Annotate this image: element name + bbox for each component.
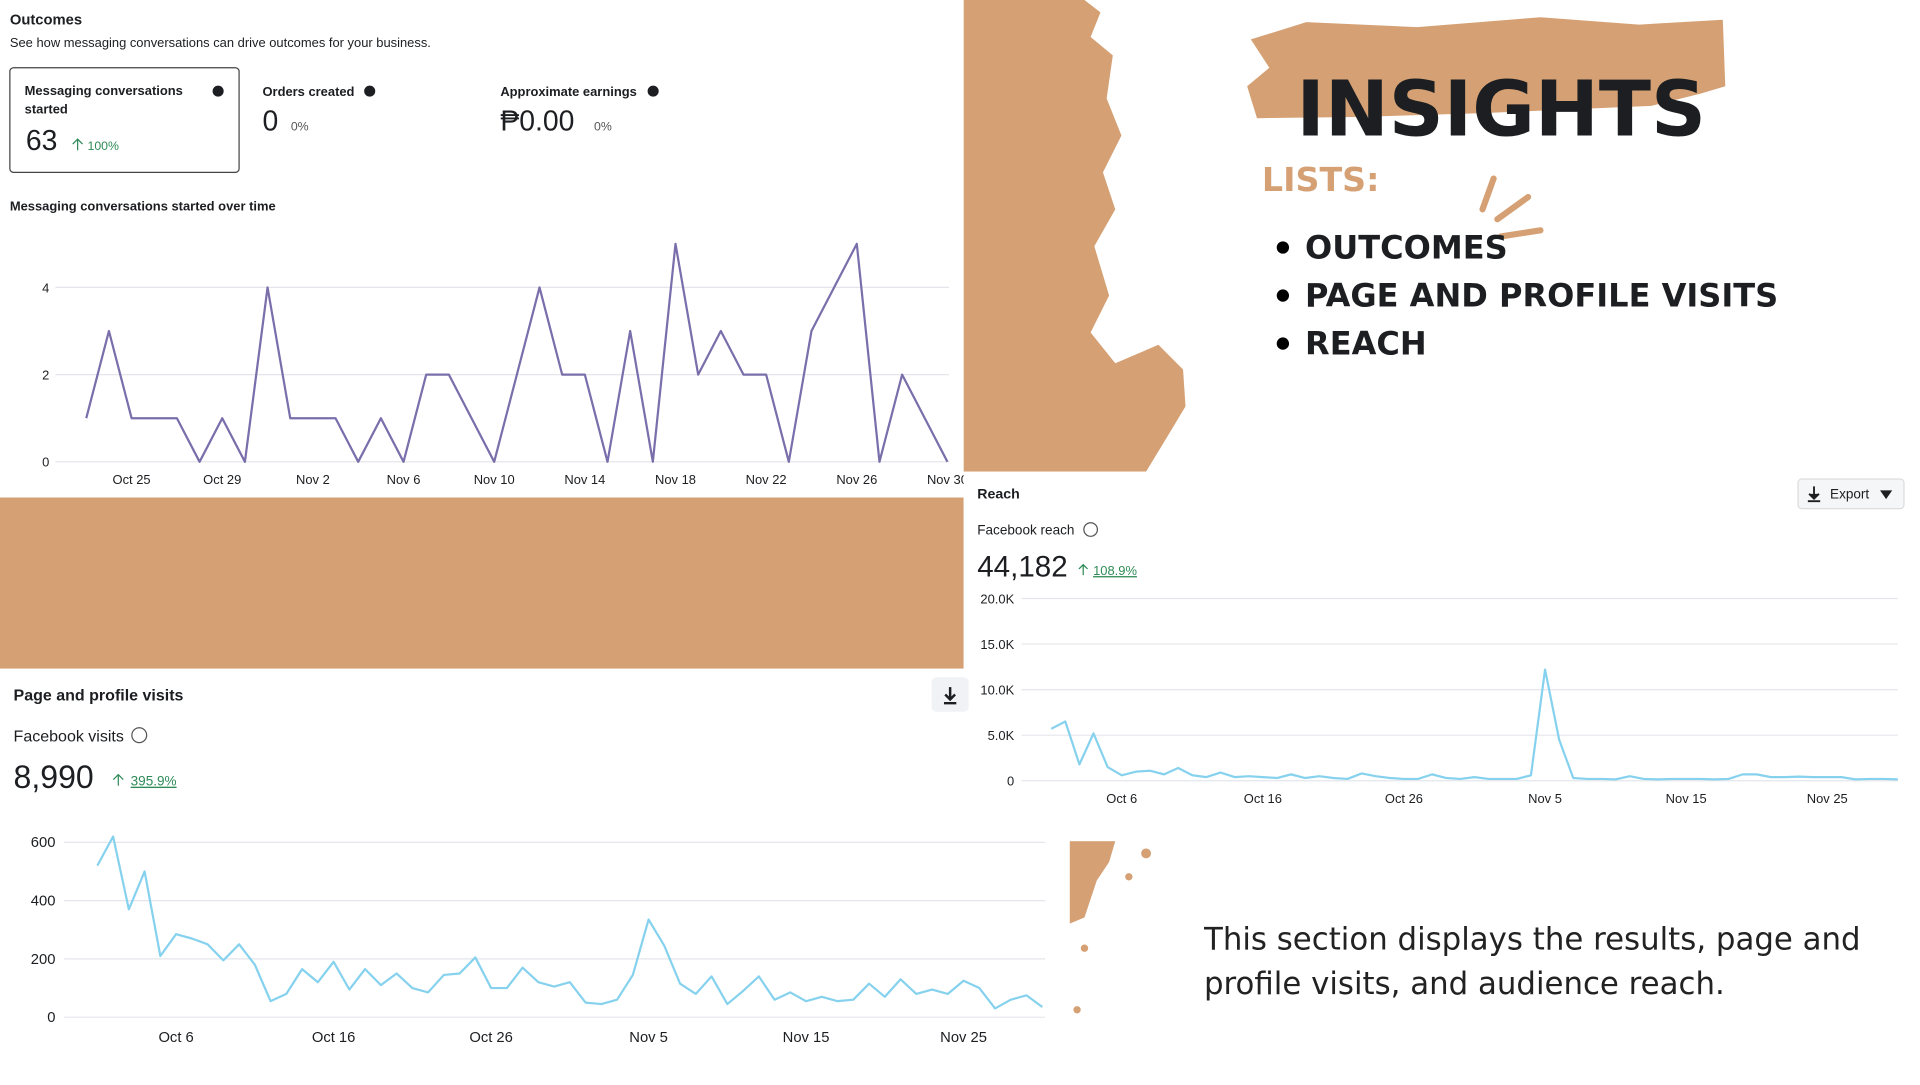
bullet [1276,289,1290,302]
x-tick-label: Nov 5 [1528,791,1562,806]
tan-splatter [1069,841,1116,924]
chart-title: Messaging conversations started over tim… [10,199,276,214]
x-tick-label: Oct 16 [312,1030,356,1046]
metric-change: 0% [594,120,612,134]
metric-label: Orders created [262,84,354,99]
x-tick-label: Nov 15 [783,1030,830,1046]
metric-label: Facebook reach [977,522,1074,537]
metric-change: 100% [87,139,119,153]
x-tick-label: Nov 10 [474,472,515,487]
x-tick-label: Oct 25 [113,472,151,487]
splatter-dot [1073,1006,1081,1014]
line [1050,668,1898,781]
metric-label: Approximate earnings [500,84,636,99]
list-item: REACH [1305,325,1427,363]
export-icons [1807,486,1893,503]
metric-card[interactable] [9,67,240,174]
x-tick-label: Nov 25 [1807,791,1848,806]
y-tick-label: 200 [31,952,56,968]
x-tick-label: Nov 25 [940,1030,987,1046]
y-tick-label: 20.0K [980,591,1014,606]
y-tick-label: 400 [31,894,56,910]
info-icon[interactable] [212,85,224,97]
list-item: PAGE AND PROFILE VISITS [1305,277,1778,315]
list-heading: LISTS: [1262,160,1379,199]
x-tick-label: Oct 16 [1244,791,1282,806]
up-arrow [112,773,124,786]
export-button[interactable] [1797,478,1905,510]
chart-area: 0 2 4 Oct 25 Oct 29 Nov 2 Nov 6 Nov 10 Nov 14 Nov… [42,242,968,487]
chart-title: Reach [977,487,1020,503]
line [96,835,1043,1010]
info-icon[interactable] [1083,522,1099,537]
export-label: Export [1830,487,1869,502]
x-tick-label: Oct 29 [203,472,241,487]
bullet [1276,337,1290,350]
metric-value: 8,990 [14,759,94,795]
y-tick-label: 15.0K [980,637,1014,652]
up-arrow [72,138,84,151]
chart-area: 0 200 400 600 Oct 6 Oct 16 Oct 26 Nov 5 Nov 15 No… [31,835,1046,1046]
outcomes-subtitle: See how messaging conversations can driv… [10,35,431,50]
x-tick-label: Nov 22 [746,472,787,487]
metric-value: 0 [262,106,278,138]
x-tick-label: Nov 5 [629,1030,668,1046]
visits-panel [0,668,1070,1080]
metric-change: 0% [291,120,309,134]
list-item: OUTCOMES [1305,229,1508,267]
x-tick-label: Nov 2 [296,472,330,487]
x-tick-label: Nov 18 [655,472,696,487]
description: This section displays the results, page … [1204,921,1861,1002]
y-tick-label: 0 [47,1010,55,1026]
metric-label: Messaging conversations started [24,83,183,117]
splatter-dot [1125,873,1133,881]
description-box: This section displays the results, page … [1204,921,1861,1002]
line [85,242,949,463]
info-icon[interactable] [131,727,148,744]
y-tick-label: 600 [31,835,56,851]
splatter-dot [1080,944,1089,952]
tan-band [0,497,964,669]
x-tick-label: Nov 14 [564,472,605,487]
y-tick-label: 0 [1007,774,1014,789]
metric-value: 44,182 [977,550,1067,583]
metric-change: 395.9% [131,774,177,789]
tan-blob [963,0,1186,472]
metric-label: Facebook visits [14,728,124,745]
x-tick-label: Nov 6 [387,472,421,487]
metric-value: ₱0.00 [500,106,574,138]
brush-stroke [1247,17,1726,119]
chart-title: Page and profile visits [14,688,184,705]
x-tick-label: Oct 26 [1385,791,1423,806]
download-icon [943,687,957,705]
x-tick-label: Nov 30 [927,472,968,487]
x-tick-label: Oct 6 [158,1030,193,1046]
splatter-dot [1141,848,1152,859]
decor-strokes [1479,175,1544,240]
metric-value: 63 [26,125,58,157]
metric-change: 108.9% [1093,563,1137,578]
reach-panel [963,471,1920,842]
y-tick-label: 5.0K [988,728,1015,743]
x-tick-label: Nov 26 [836,472,877,487]
chart-area: 0 5.0K 10.0K 15.0K 20.0K Oct 6 Oct 16 Oct 26 Nov… [980,591,1898,806]
info-icon[interactable] [647,85,659,97]
outcomes-title: Outcomes [10,13,82,29]
y-tick-label: 2 [42,368,49,383]
y-tick-label: 0 [42,455,49,470]
metric-label-box: Messaging conversations started [24,83,183,117]
x-tick-label: Oct 26 [469,1030,513,1046]
x-tick-label: Oct 6 [1106,791,1137,806]
info-icon[interactable] [364,85,376,97]
x-tick-label: Nov 15 [1666,791,1707,806]
bullet [1276,241,1290,254]
y-tick-label: 4 [42,280,49,295]
slide-title: INSIGHTS [1296,65,1706,154]
y-tick-label: 10.0K [980,683,1014,698]
up-arrow [1078,563,1088,576]
